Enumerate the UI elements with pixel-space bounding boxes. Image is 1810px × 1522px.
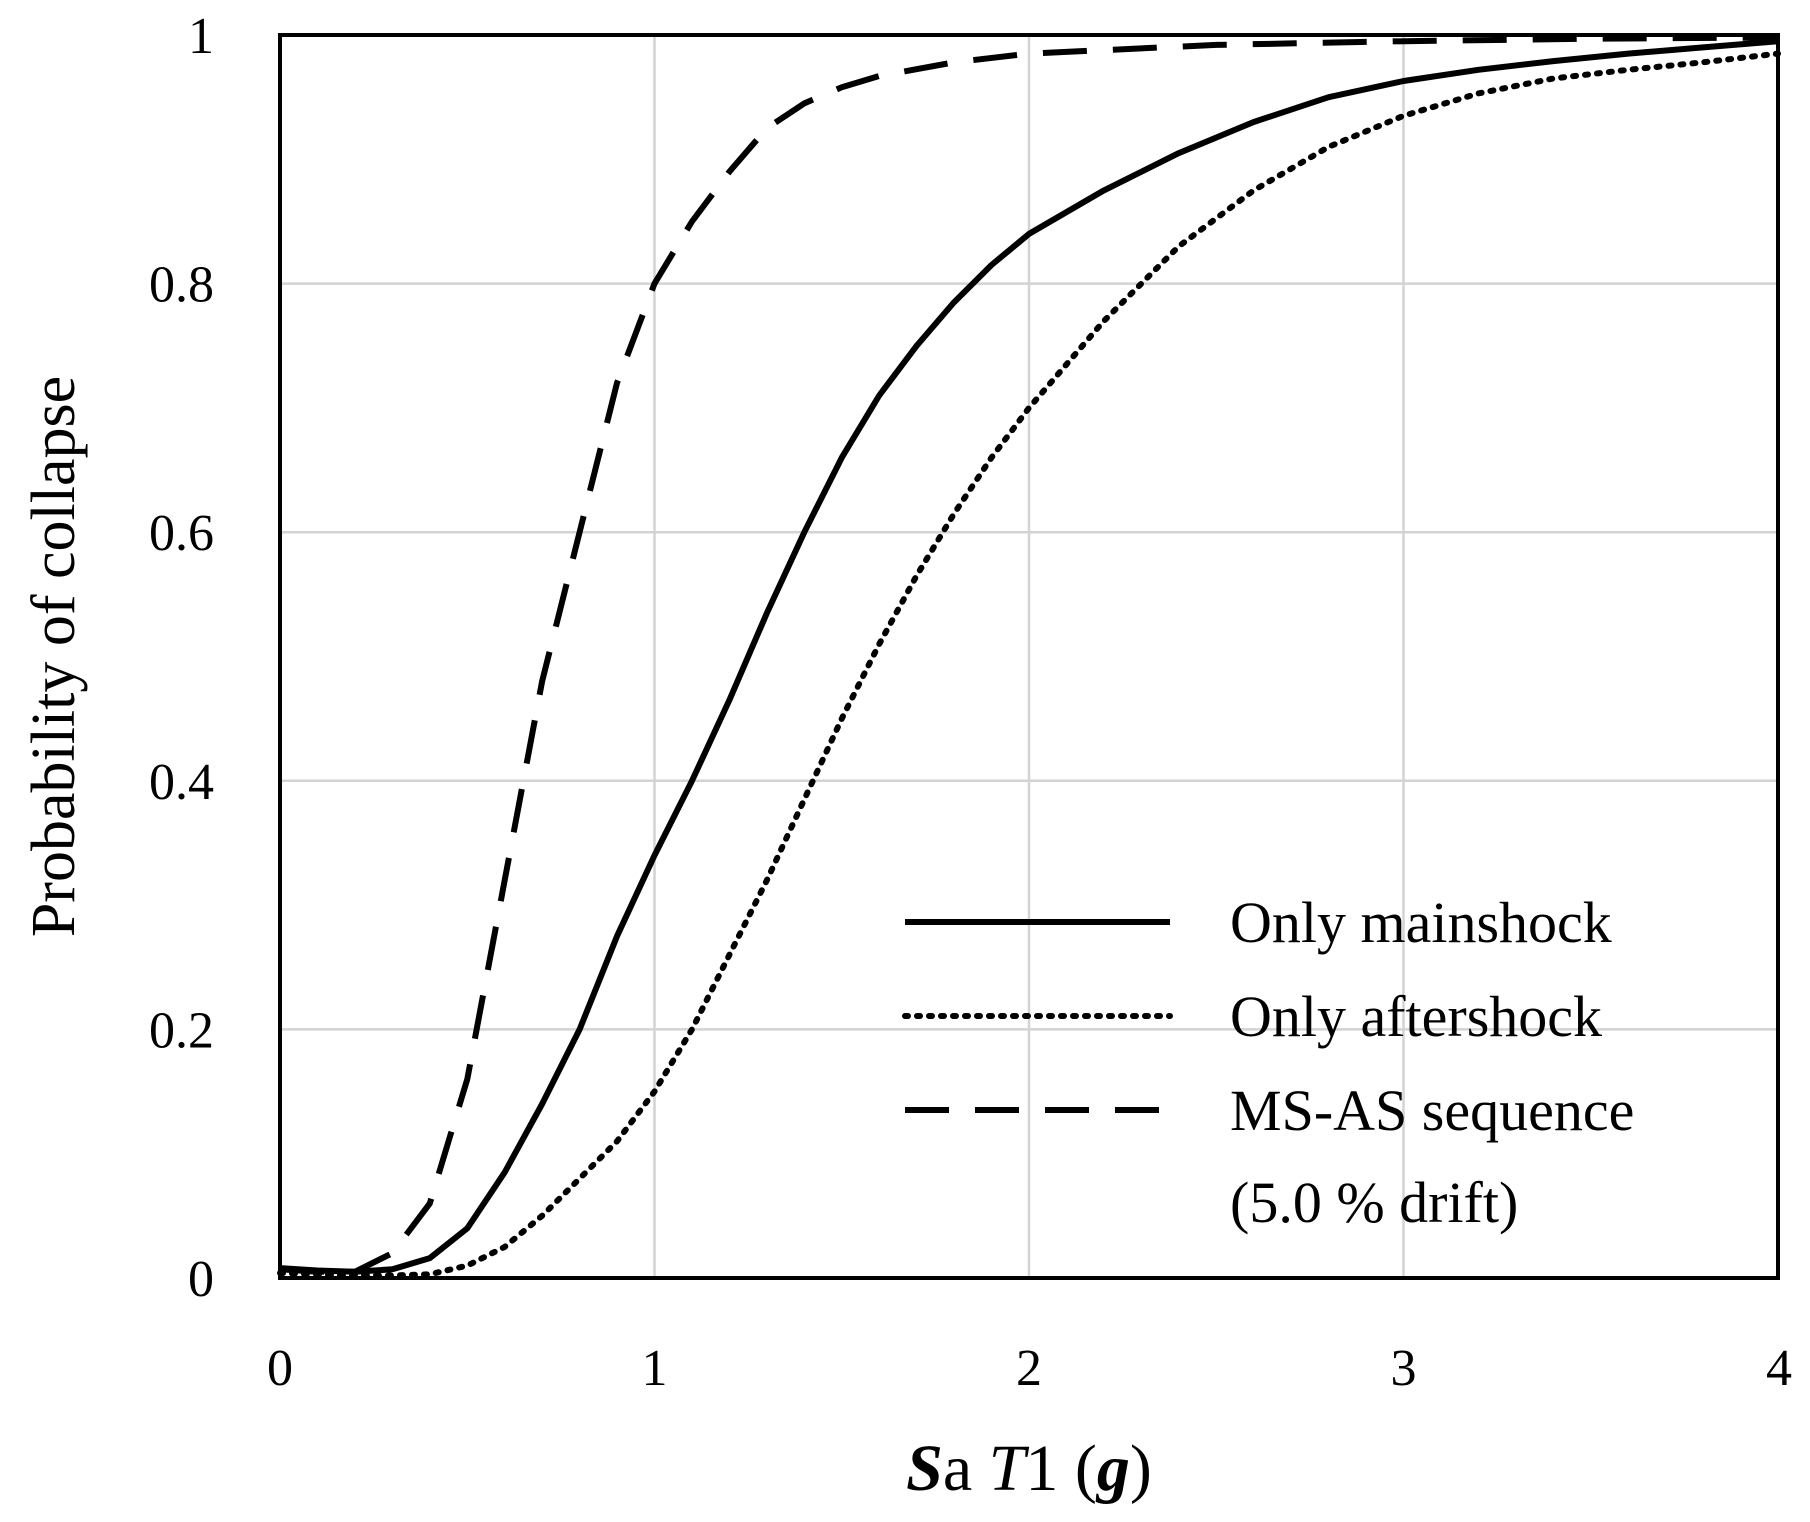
y-tick-label-3: 0.6	[149, 505, 214, 562]
series-line-0	[279, 38, 1779, 1275]
y-tick-label-5: 1	[188, 8, 214, 65]
y-axis-title: Probability of collapse	[20, 376, 88, 937]
legend-label-2: MS-AS sequence	[1230, 1078, 1634, 1143]
legend-label-1: Only aftershock	[1230, 984, 1602, 1049]
legend: Only mainshock Only aftershock MS-AS seque…	[902, 890, 1634, 1235]
plot-frame	[278, 33, 1780, 1280]
legend-label-2-line2: (5.0 % drift)	[1230, 1170, 1518, 1235]
x-tick-label-2: 2	[1016, 1340, 1042, 1397]
x-tick-labels: 0 1 2 3 4	[267, 1340, 1792, 1397]
x-axis-title: Sa T1 (g)	[906, 1432, 1152, 1505]
x-axis-title-part-2: T	[989, 1432, 1030, 1505]
y-tick-labels: 0 0.2 0.4 0.6 0.8 1	[149, 8, 214, 1308]
x-axis-title-part-0: S	[906, 1432, 943, 1505]
x-tick-label-3: 3	[1391, 1340, 1417, 1397]
x-tick-label-4: 4	[1766, 1340, 1792, 1397]
series-line-2	[279, 34, 1779, 1275]
x-axis-title-part-5: )	[1130, 1432, 1152, 1505]
x-axis-title-part-3: 1 (	[1025, 1432, 1096, 1505]
x-tick-label-0: 0	[267, 1340, 293, 1397]
y-tick-label-4: 0.8	[149, 257, 214, 314]
x-axis-title-part-4: g	[1095, 1432, 1130, 1505]
y-tick-label-0: 0	[188, 1251, 214, 1308]
x-axis-title-part-1: a	[943, 1432, 989, 1505]
series-lines	[277, 34, 1781, 1279]
x-tick-label-1: 1	[642, 1340, 668, 1397]
y-tick-label-2: 0.4	[149, 754, 214, 811]
y-tick-label-1: 0.2	[149, 1002, 214, 1059]
legend-label-0: Only mainshock	[1230, 890, 1612, 955]
